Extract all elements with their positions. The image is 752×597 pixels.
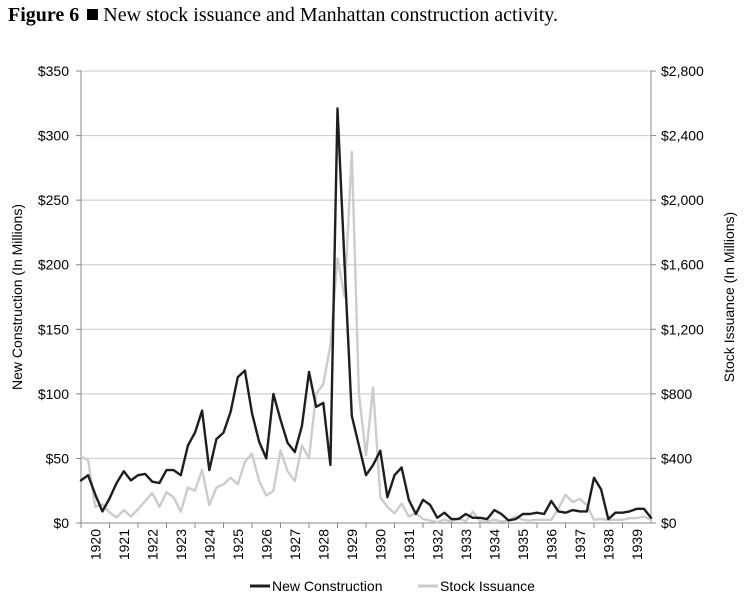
x-tick-label: 1926 [258,529,274,560]
x-axis-ticks: 1920 1921 1922 1923 1924 1925 1926 1927 1928 1929… [80,523,645,560]
legend-label-new-construction: New Construction [272,578,383,594]
left-tick-label: $350 [38,63,69,79]
left-tick-label: $300 [38,128,69,144]
x-tick-label: 1927 [287,529,303,560]
x-tick-label: 1936 [543,529,559,560]
x-tick-label: 1938 [600,529,616,560]
right-axis-ticks: $0 $400 $800 $1,200 $1,600 $2,000 $2,400 $2,800 [651,63,704,531]
square-bullet-icon [87,9,99,20]
x-tick-label: 1921 [116,529,132,560]
right-tick-label: $1,200 [661,321,704,337]
axes [80,71,652,523]
series-line-stock-issuance [79,150,653,524]
x-tick-label: 1931 [401,529,417,560]
left-tick-label: $150 [38,321,69,337]
x-tick-label: 1937 [572,529,588,560]
legend: New Construction Stock Issuance [250,578,535,594]
legend-item-new-construction: New Construction [250,578,383,594]
x-tick-label: 1932 [429,529,445,560]
legend-item-stock-issuance: Stock Issuance [418,578,535,594]
series-line-new-construction [79,107,653,522]
right-tick-label: $1,600 [661,257,704,273]
x-tick-label: 1924 [201,529,217,560]
left-tick-label: $100 [38,386,69,402]
x-tick-label: 1929 [344,529,360,560]
x-tick-label: 1922 [144,529,160,560]
right-tick-label: $2,000 [661,192,704,208]
left-axis-label: New Construction (In Millions) [9,204,25,390]
right-tick-label: $2,800 [661,63,704,79]
figure-title: Figure 6 New stock issuance and Manhatta… [8,4,558,27]
x-tick-label: 1920 [87,529,103,560]
left-tick-label: $200 [38,257,69,273]
x-tick-label: 1923 [173,529,189,560]
right-axis-label: Stock Issuance (In Millions) [721,212,737,382]
x-tick-label: 1939 [629,529,645,560]
series-lines [79,107,653,524]
x-tick-label: 1930 [372,529,388,560]
figure-number: Figure 6 [8,4,80,26]
right-tick-label: $800 [661,386,692,402]
left-tick-label: $50 [46,450,70,466]
left-tick-label: $250 [38,192,69,208]
x-tick-label: 1933 [458,529,474,560]
legend-label-stock-issuance: Stock Issuance [440,578,535,594]
right-tick-label: $0 [661,515,677,531]
left-axis-ticks: $0 $50 $100 $150 $200 $250 $300 $350 [38,63,81,531]
x-tick-label: 1935 [515,529,531,560]
right-tick-label: $2,400 [661,128,704,144]
left-tick-label: $0 [53,515,69,531]
x-tick-label: 1925 [230,529,246,560]
x-tick-label: 1928 [315,529,331,560]
figure-caption: New stock issuance and Manhattan constru… [103,4,558,26]
right-tick-label: $400 [661,450,692,466]
x-tick-label: 1934 [486,529,502,560]
